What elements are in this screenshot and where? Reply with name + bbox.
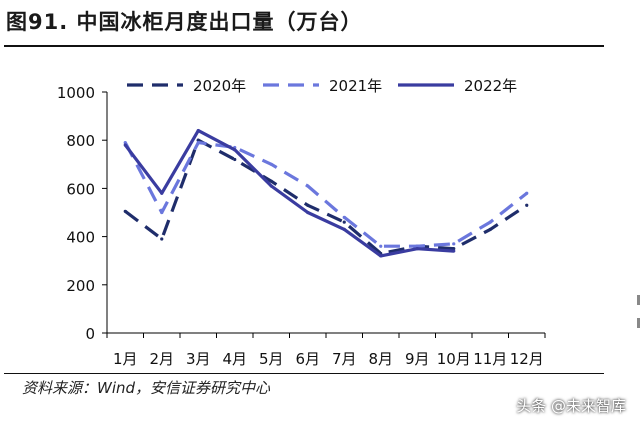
data-point xyxy=(452,242,456,246)
figure-title: 图91. 中国冰柜月度出口量（万台） xyxy=(6,10,363,34)
data-point xyxy=(525,191,529,195)
data-point xyxy=(160,237,164,241)
data-point xyxy=(379,254,383,258)
data-point xyxy=(123,209,127,213)
x-tick-label: 4月 xyxy=(222,350,247,368)
x-tick-label: 8月 xyxy=(368,350,393,368)
data-point xyxy=(342,227,346,231)
data-point xyxy=(196,138,200,142)
chart-lines xyxy=(123,128,529,258)
x-tick-label: 7月 xyxy=(332,350,357,368)
legend-label: 2021年 xyxy=(329,77,382,95)
data-point xyxy=(123,141,127,145)
x-tick-label: 1月 xyxy=(113,350,138,368)
data-point xyxy=(342,220,346,224)
x-tick-label: 10月 xyxy=(437,350,471,368)
y-tick-label: 0 xyxy=(85,325,95,343)
x-tick-label: 11月 xyxy=(473,350,507,368)
series-line-0 xyxy=(124,138,528,256)
data-point xyxy=(379,244,383,248)
x-tick-label: 3月 xyxy=(186,350,211,368)
source-note: 资料来源：Wind，安信证券研究中心 xyxy=(22,379,271,397)
data-point xyxy=(342,215,346,219)
data-point xyxy=(306,184,310,188)
x-tick-label: 6月 xyxy=(295,350,320,368)
data-point xyxy=(269,179,273,183)
y-tick-label: 400 xyxy=(66,229,95,247)
data-point xyxy=(452,249,456,253)
x-tick-label: 9月 xyxy=(405,350,430,368)
data-point xyxy=(525,203,529,207)
edge-mark xyxy=(637,295,640,305)
data-point xyxy=(160,210,164,215)
y-tick-label: 600 xyxy=(66,180,95,198)
data-point xyxy=(233,148,237,152)
watermark: 头条 @未来智库 xyxy=(516,397,626,415)
data-point xyxy=(488,220,492,224)
data-point xyxy=(415,244,419,248)
series-line-1 xyxy=(123,141,528,248)
data-point xyxy=(233,157,237,162)
x-tick-label: 12月 xyxy=(510,350,544,368)
x-tick-label: 2月 xyxy=(149,350,174,368)
series-line-2 xyxy=(124,129,454,258)
legend-label: 2020年 xyxy=(193,77,246,95)
title-rule xyxy=(4,45,604,47)
data-point xyxy=(196,141,200,145)
y-tick-label: 800 xyxy=(66,132,95,150)
chart-legend: 2020年 2021年 2022年 xyxy=(127,77,517,95)
data-point xyxy=(123,143,127,147)
chart-axes: 0 200 400 600 800 1000 1月 2月 3月 4月 5月 6月 7月 8月 9月 10月 11… xyxy=(57,84,546,368)
source-rule xyxy=(4,373,604,374)
data-point xyxy=(415,247,419,251)
data-point xyxy=(160,191,164,195)
data-point xyxy=(269,162,273,166)
y-tick-label: 200 xyxy=(66,277,95,295)
data-point xyxy=(306,210,310,215)
data-point xyxy=(269,184,273,188)
x-tick-label: 5月 xyxy=(259,350,284,368)
data-point xyxy=(306,203,310,207)
data-point xyxy=(488,227,492,231)
legend-label: 2022年 xyxy=(464,77,517,95)
edge-mark xyxy=(637,318,640,328)
data-point xyxy=(196,128,200,133)
y-tick-label: 1000 xyxy=(57,84,95,102)
